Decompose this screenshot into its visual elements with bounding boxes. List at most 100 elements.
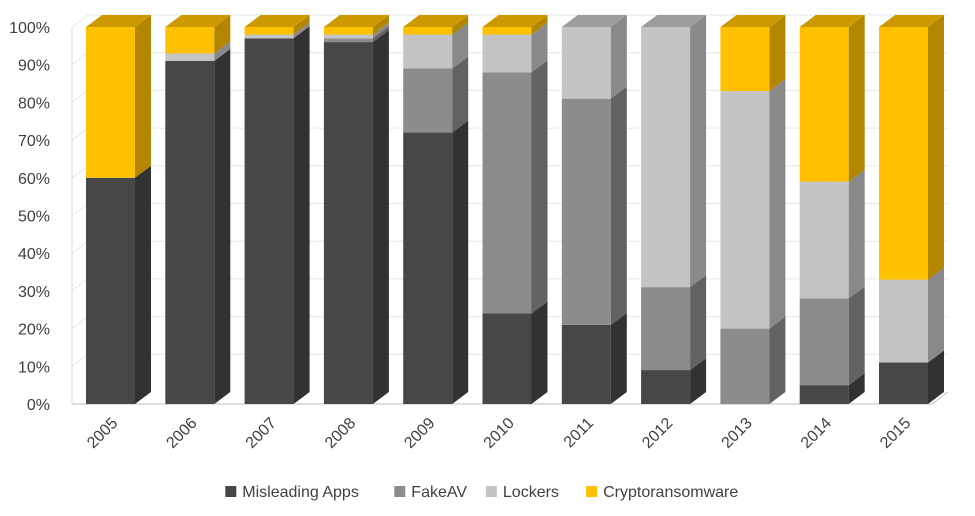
y-tick-label: 100% xyxy=(9,20,50,37)
bar-side-2009-fakeav xyxy=(452,56,469,133)
bar-side-2007-cryptoransomware xyxy=(293,15,310,35)
bar-side-2014-fakeav xyxy=(848,286,865,386)
y-tick-label: 60% xyxy=(18,171,50,188)
y-tick-label: 70% xyxy=(18,133,50,150)
bar-2008-cryptoransomware xyxy=(323,27,373,35)
bar-side-2006-lockers xyxy=(214,41,231,61)
bar-2013-cryptoransomware xyxy=(720,27,770,92)
bar-top-2008-cryptoransomware xyxy=(323,15,389,27)
bar-side-2013-fakeav xyxy=(769,316,786,404)
x-tick-label: 2011 xyxy=(561,415,597,451)
bar-2005-cryptoransomware xyxy=(86,27,135,178)
bar-top-2006-cryptoransomware xyxy=(165,15,231,27)
bar-2014-lockers xyxy=(799,181,849,299)
x-tick-label: 2015 xyxy=(877,415,914,452)
bar-side-2009-cryptoransomware xyxy=(452,15,469,35)
bar-side-2006-cryptoransomware xyxy=(214,15,231,54)
y-tick-label: 40% xyxy=(18,246,50,263)
bar-2010-misleading-apps xyxy=(482,313,532,404)
bar-side-2012-misleading-apps xyxy=(690,358,707,404)
y-tick-label: 30% xyxy=(18,284,50,301)
legend-label: Misleading Apps xyxy=(242,484,359,501)
bar-side-2006-misleading-apps xyxy=(214,48,231,405)
bar-2015-lockers xyxy=(879,279,928,363)
bar-2006-lockers xyxy=(165,53,215,61)
y-tick-label: 90% xyxy=(18,58,50,75)
bar-side-2009-lockers xyxy=(452,22,469,69)
bar-top-2012-lockers xyxy=(641,15,707,27)
bar-2009-fakeav xyxy=(403,68,453,133)
x-tick-label: 2013 xyxy=(719,415,756,452)
bar-2011-lockers xyxy=(561,27,611,99)
bar-side-2007-misleading-apps xyxy=(293,26,310,405)
bar-2006-misleading-apps xyxy=(165,60,215,405)
y-tick-label: 0% xyxy=(27,397,50,414)
bar-2008-fakeav xyxy=(323,38,373,43)
bar-2014-fakeav xyxy=(799,298,849,386)
bar-side-2012-fakeav xyxy=(690,275,707,371)
bar-top-2014-cryptoransomware xyxy=(799,15,865,27)
bar-2009-cryptoransomware xyxy=(403,27,453,35)
bar-side-2014-misleading-apps xyxy=(848,373,865,404)
bar-side-2011-lockers xyxy=(610,15,627,99)
legend-label: Lockers xyxy=(503,484,559,501)
bar-side-2015-cryptoransomware xyxy=(928,15,944,280)
bar-2008-lockers xyxy=(323,34,373,39)
bar-2009-misleading-apps xyxy=(403,132,453,404)
x-tick-label: 2012 xyxy=(639,415,676,452)
bar-side-2005-misleading-apps xyxy=(135,165,151,404)
bar-side-2015-lockers xyxy=(928,267,944,363)
bar-2012-misleading-apps xyxy=(641,370,691,404)
x-tick-label: 2009 xyxy=(401,415,438,452)
bar-side-2008-lockers xyxy=(372,22,389,39)
bar-side-2010-fakeav xyxy=(531,60,548,314)
x-tick-label: 2008 xyxy=(322,415,359,452)
bar-side-2008-misleading-apps xyxy=(372,30,389,405)
bar-2013-lockers xyxy=(720,91,770,329)
y-tick-label: 10% xyxy=(18,359,50,376)
bar-side-2013-lockers xyxy=(769,79,786,329)
legend-label: Cryptoransomware xyxy=(603,484,738,501)
bar-2009-lockers xyxy=(403,34,453,69)
bar-side-2012-lockers xyxy=(690,15,707,288)
bar-2007-cryptoransomware xyxy=(244,27,294,35)
x-tick-label: 2006 xyxy=(163,415,200,452)
bar-2006-cryptoransomware xyxy=(165,27,215,54)
bar-2012-lockers xyxy=(641,27,691,288)
legend-label: FakeAV xyxy=(411,484,467,501)
legend: Misleading Apps FakeAV Lockers Cryptoransom… xyxy=(225,484,738,501)
bar-top-2010-cryptoransomware xyxy=(482,15,548,27)
bar-top-2007-cryptoransomware xyxy=(244,15,310,27)
bar-side-2005-cryptoransomware xyxy=(135,15,151,178)
bar-2011-fakeav xyxy=(561,98,611,325)
bar-top-2005-cryptoransomware xyxy=(86,15,151,27)
bar-side-2007-lockers xyxy=(293,22,310,39)
bar-2005-misleading-apps xyxy=(86,177,135,404)
bar-top-2009-cryptoransomware xyxy=(403,15,469,27)
bar-top-2013-cryptoransomware xyxy=(720,15,786,27)
legend-swatch xyxy=(485,486,497,497)
bar-2015-misleading-apps xyxy=(879,362,928,404)
legend-swatch xyxy=(225,486,237,497)
y-tick-label: 80% xyxy=(18,95,50,112)
bar-side-2014-cryptoransomware xyxy=(848,15,865,182)
bar-side-2009-misleading-apps xyxy=(452,120,469,404)
bar-side-2010-lockers xyxy=(531,22,548,73)
y-tick-label: 20% xyxy=(18,322,50,339)
legend-swatch xyxy=(586,486,598,497)
bar-side-2011-fakeav xyxy=(610,86,627,325)
bar-side-2008-fakeav xyxy=(372,26,389,43)
bar-top-2011-lockers xyxy=(561,15,627,27)
bar-2010-lockers xyxy=(482,34,532,73)
bar-2007-lockers xyxy=(244,34,294,39)
x-tick-label: 2010 xyxy=(481,415,518,452)
bar-2013-fakeav xyxy=(720,328,770,404)
bar-top-2015-cryptoransomware xyxy=(879,15,944,27)
bar-side-2010-cryptoransomware xyxy=(531,15,548,35)
x-tick-label: 2014 xyxy=(798,415,835,452)
bar-2007-misleading-apps xyxy=(244,38,294,405)
bar-2014-misleading-apps xyxy=(799,385,849,404)
bar-side-2011-misleading-apps xyxy=(610,312,627,404)
